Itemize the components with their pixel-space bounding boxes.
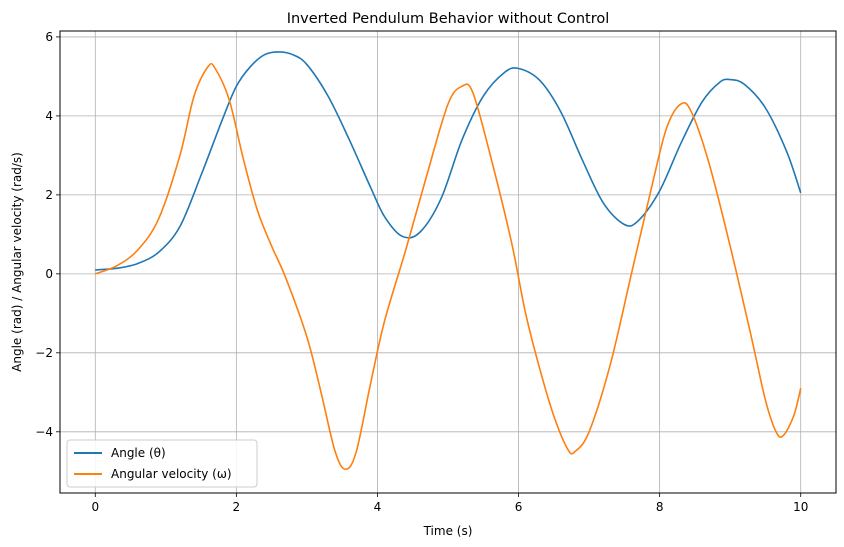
legend-label-angle: Angle (θ) (111, 446, 166, 460)
x-tick-label: 6 (515, 500, 523, 514)
grid-lines (60, 31, 836, 493)
y-tick-label: −2 (35, 346, 53, 360)
plot-frame (59, 30, 837, 494)
angle-series-line (95, 51, 802, 271)
x-tick-label: 8 (656, 500, 664, 514)
x-tick-label: 4 (374, 500, 382, 514)
y-tick-label: −4 (35, 425, 53, 439)
x-tick-label: 0 (91, 500, 99, 514)
legend: Angle (θ) Angular velocity (ω) (66, 439, 258, 488)
angular-velocity-series-line (94, 62, 802, 471)
y-tick-label: 0 (45, 267, 53, 281)
legend-box (66, 439, 258, 488)
x-tick-label: 2 (233, 500, 241, 514)
y-axis-label: Angle (rad) / Angular velocity (rad/s) (10, 152, 24, 372)
legend-label-angular-velocity: Angular velocity (ω) (111, 467, 232, 481)
x-axis-label: Time (s) (423, 524, 473, 538)
axis-ticks: 0 2 4 6 8 10 −4 −2 0 2 4 6 (35, 30, 808, 514)
y-tick-label: 6 (45, 30, 53, 44)
y-tick-label: 4 (45, 109, 53, 123)
chart-title: Inverted Pendulum Behavior without Contr… (287, 11, 610, 27)
series-lines (94, 51, 802, 471)
y-tick-label: 2 (45, 188, 53, 202)
x-tick-label: 10 (793, 500, 808, 514)
